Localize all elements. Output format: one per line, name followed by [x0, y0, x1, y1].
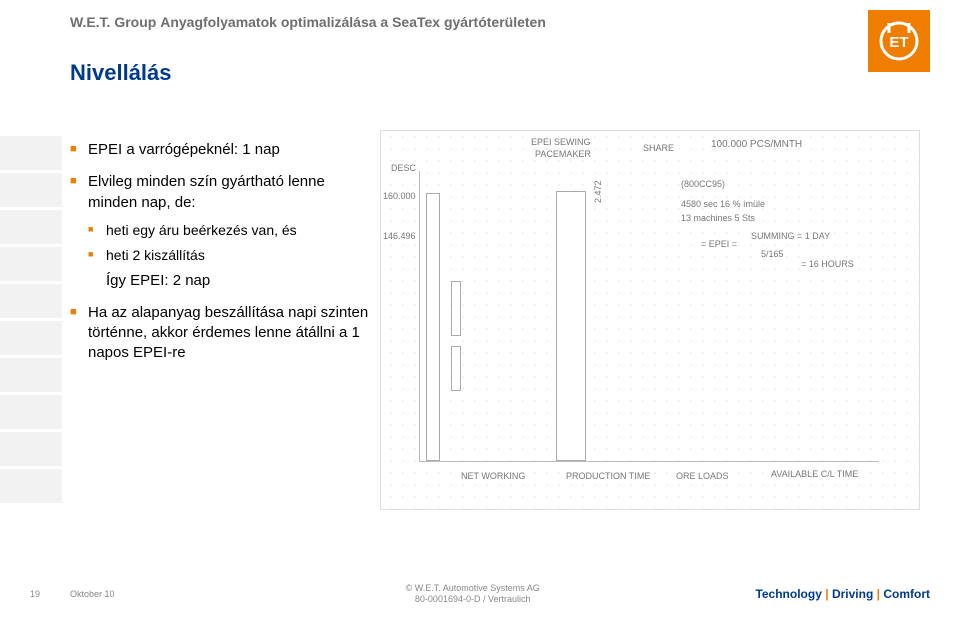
- sub-bullet: heti egy áru beérkezés van, és: [88, 221, 372, 240]
- sketch-label: PACEMAKER: [535, 149, 591, 159]
- company-name: W.E.T. Group: [70, 14, 156, 30]
- dot-grid: [381, 131, 919, 509]
- footer-tagline: Technology | Driving | Comfort: [755, 587, 930, 601]
- stripe: [0, 284, 62, 318]
- bullet-text: Elvileg minden szín gyártható lenne mind…: [88, 173, 325, 210]
- footer-date: Oktober 10: [70, 589, 190, 599]
- et-logo-icon: ET: [877, 19, 921, 63]
- sketch-label: AVAILABLE C/L TIME: [771, 469, 858, 479]
- sketch-label: ORE LOADS: [676, 471, 729, 481]
- stripe: [0, 469, 62, 503]
- footer-center: © W.E.T. Automotive Systems AG 80-000169…: [190, 583, 755, 606]
- sketch-label: NET WORKING: [461, 471, 525, 481]
- stripe: [0, 173, 62, 207]
- sketch-label: 100.000 PCS/MNTH: [711, 139, 802, 150]
- sketch-label: DESC: [391, 163, 416, 173]
- page-footer: 19 Oktober 10 © W.E.T. Automotive System…: [0, 583, 960, 606]
- sketch-label: = 16 HOURS: [801, 259, 854, 269]
- bullet-column: EPEI a varrógépeknél: 1 nap Elvileg mind…: [70, 130, 380, 510]
- sketch-label: 5/165: [761, 249, 784, 259]
- footer-copyright: © W.E.T. Automotive Systems AG: [190, 583, 755, 595]
- footer-doc: 80-0001694-0-D / Vertraulich: [190, 594, 755, 606]
- stripe: [0, 358, 62, 392]
- sketch-label: 146.496: [383, 231, 416, 241]
- page-header: W.E.T. Group Anyagfolyamatok optimalizál…: [0, 0, 960, 30]
- tag-word: Driving: [832, 587, 873, 601]
- stripe: [0, 210, 62, 244]
- x-axis: [419, 461, 879, 462]
- stripe: [0, 432, 62, 466]
- sketch-label: 160.000: [383, 191, 416, 201]
- stripe-column: [0, 130, 70, 510]
- sketch-label: 13 machines 5 Sts: [681, 213, 755, 223]
- sketch-bar: [426, 193, 440, 461]
- sketch-bar: [556, 191, 586, 461]
- sketch-label: 4580 sec 16 % ímüle: [681, 199, 765, 209]
- sketch-bar: [451, 281, 461, 336]
- header-subject: Anyagfolyamatok optimalizálása a SeaTex …: [160, 14, 546, 30]
- sketch-bar: [451, 346, 461, 391]
- tag-word: Comfort: [883, 587, 930, 601]
- sketch-label: EPEI SEWING: [531, 137, 591, 147]
- sketch-label: SUMMING = 1 DAY: [751, 231, 830, 241]
- tag-sep: |: [825, 587, 832, 601]
- sketch-label: = EPEI =: [701, 239, 737, 249]
- y-axis: [419, 171, 420, 461]
- sketch-label: SHARE: [643, 143, 674, 153]
- page-number: 19: [0, 589, 70, 599]
- sketch-label: PRODUCTION TIME: [566, 471, 650, 481]
- bullet-item: Ha az alapanyag beszállítása napi szinte…: [70, 303, 372, 364]
- bullet-item: Elvileg minden szín gyártható lenne mind…: [70, 172, 372, 291]
- sketch-diagram: EPEI SEWING PACEMAKER SHARE 100.000 PCS/…: [380, 130, 920, 510]
- sketch-label: (800CC95): [681, 179, 725, 189]
- content-row: EPEI a varrógépeknél: 1 nap Elvileg mind…: [0, 130, 960, 510]
- bullet-item: EPEI a varrógépeknél: 1 nap: [70, 140, 372, 160]
- stripe: [0, 395, 62, 429]
- company-logo: ET: [868, 10, 930, 72]
- svg-text:ET: ET: [889, 34, 908, 51]
- stripe: [0, 321, 62, 355]
- indent-line: Így EPEI: 2 nap: [88, 271, 372, 291]
- page-title: Nivellálás: [70, 60, 960, 86]
- sub-bullet: heti 2 kiszállítás: [88, 246, 372, 265]
- tag-word: Technology: [755, 587, 821, 601]
- sketch-label: 2.472: [593, 180, 603, 203]
- stripe: [0, 136, 62, 170]
- stripe: [0, 247, 62, 281]
